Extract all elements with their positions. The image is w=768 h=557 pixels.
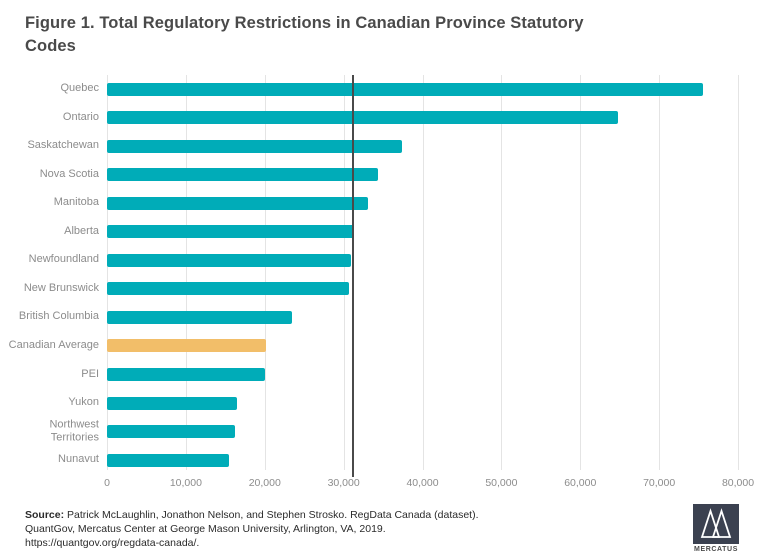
bar-nunavut [107, 453, 230, 467]
category-label: Northwest Territories [49, 417, 99, 444]
bar-british-columbia [107, 310, 293, 324]
category-label: Alberta [64, 224, 99, 237]
x-tick-label: 50,000 [485, 477, 518, 489]
bar-pei [107, 368, 265, 381]
gridline [264, 75, 266, 470]
category-label: British Columbia [18, 310, 99, 323]
mercatus-logo-text: MERCATUS [694, 546, 738, 553]
source-line-2: QuantGov, Mercatus Center at George Maso… [25, 523, 386, 535]
bar-manitoba [107, 196, 369, 210]
category-axis: Quebec Ontario Saskatchewan Nova Scotia Mani… [0, 75, 99, 470]
source-url[interactable]: https://quantgov.org/regdata-canada/. [25, 537, 200, 549]
gridline [501, 75, 503, 470]
x-axis: 0 10,000 20,000 30,000 40,000 50,000 60,000 70,… [0, 477, 768, 491]
bar-northwest-territories [107, 425, 235, 439]
category-label: PEI [81, 367, 99, 380]
source-line-1: Source: Patrick McLaughlin, Jonathon Nel… [25, 509, 479, 521]
mercatus-logo-icon [693, 504, 739, 544]
category-label: Canadian Average [8, 339, 99, 352]
bar-saskatchewan [107, 139, 402, 153]
gridline [107, 75, 108, 470]
category-label: Nunavut [58, 453, 99, 466]
bar-alberta [107, 225, 354, 239]
gridline [422, 75, 424, 470]
source-label: Source: [25, 509, 65, 521]
figure-title: Figure 1. Total Regulatory Restrictions … [25, 14, 584, 56]
x-tick-label: 30,000 [327, 477, 360, 489]
bar-new-brunswick [107, 282, 350, 296]
category-label: Ontario [62, 110, 99, 123]
category-label: Saskatchewan [27, 139, 99, 152]
gridline [185, 75, 187, 470]
reference-line [352, 75, 355, 477]
bar-yukon [107, 396, 238, 410]
category-label: Nova Scotia [39, 167, 99, 180]
gridline [738, 75, 739, 470]
bar-nova-scotia [107, 168, 379, 182]
source-line-3: https://quantgov.org/regdata-canada/. [25, 536, 565, 550]
gridline [343, 75, 345, 470]
mercatus-logo: MERCATUS [692, 504, 740, 553]
category-label: Quebec [60, 82, 99, 95]
x-tick-label: 20,000 [248, 477, 281, 489]
gridline [580, 75, 582, 470]
bar-canadian-average [107, 339, 267, 353]
bar-chart-plot [107, 75, 739, 477]
bar-ontario [107, 111, 619, 125]
x-tick-label: 70,000 [643, 477, 676, 489]
x-tick-label: 60,000 [564, 477, 597, 489]
source-note: Source: Patrick McLaughlin, Jonathon Nel… [25, 508, 565, 550]
category-label: Manitoba [53, 196, 99, 209]
x-tick-label: 0 [104, 477, 110, 489]
x-tick-label: 10,000 [169, 477, 202, 489]
x-tick-label: 40,000 [406, 477, 439, 489]
gridline [659, 75, 661, 470]
bar-newfoundland [107, 253, 351, 267]
category-label: New Brunswick [23, 281, 99, 294]
bar-quebec [107, 82, 704, 96]
category-label: Yukon [68, 396, 99, 409]
category-label: Newfoundland [28, 253, 99, 266]
x-tick-label: 80,000 [721, 477, 755, 489]
